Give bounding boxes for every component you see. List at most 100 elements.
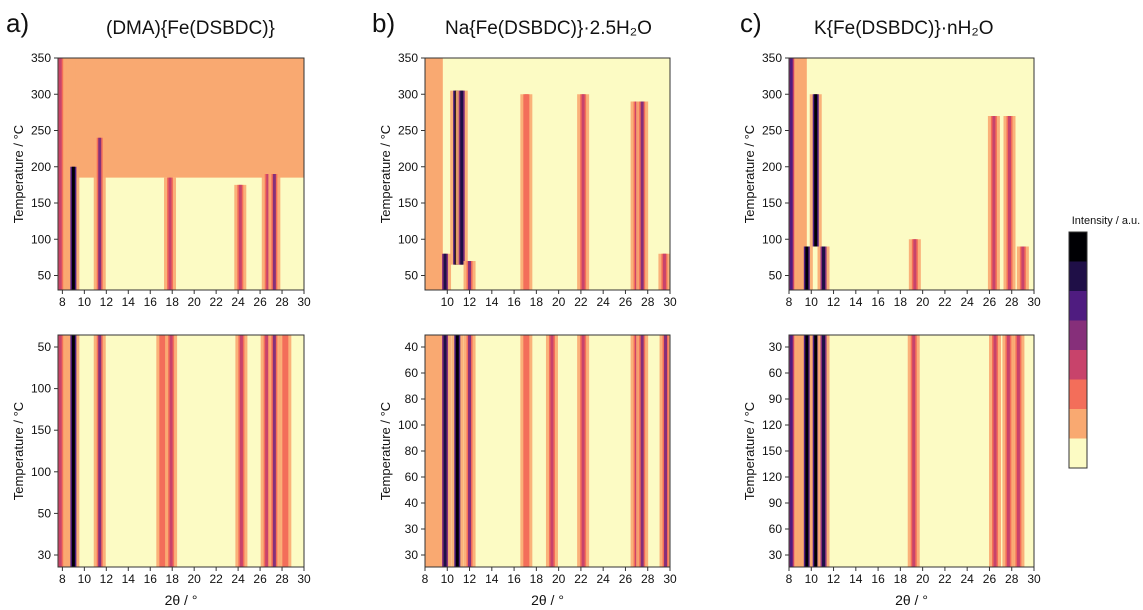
peak-line — [272, 335, 276, 567]
peak-line — [805, 246, 809, 290]
x-tick-label: 30 — [663, 295, 677, 309]
x-tick-label: 28 — [275, 572, 289, 586]
peak-line — [789, 335, 793, 567]
x-tick-label: 22 — [209, 572, 223, 586]
y-tick-label: 250 — [762, 124, 782, 138]
peak-line — [71, 335, 75, 567]
x-tick-label: 28 — [275, 295, 289, 309]
peak-line — [58, 335, 62, 567]
y-tick-label: 300 — [398, 87, 418, 101]
x-tick-label: 24 — [597, 572, 611, 586]
x-tick-label: 8 — [59, 572, 66, 586]
x-tick-label: 24 — [231, 572, 245, 586]
x-tick-label: 10 — [805, 295, 819, 309]
colorbar-segment — [1069, 438, 1087, 468]
colorbar-segment — [1069, 379, 1087, 409]
x-tick-label: 16 — [507, 295, 521, 309]
peak-line — [789, 58, 793, 290]
y-tick-label: 50 — [38, 269, 52, 283]
peak-line — [239, 335, 243, 567]
x-tick-label: 14 — [485, 572, 499, 586]
x-tick-label: 20 — [187, 572, 201, 586]
y-tick-label: 30 — [38, 548, 52, 562]
y-tick-label: 350 — [31, 51, 51, 65]
x-tick-label: 12 — [100, 572, 114, 586]
heatmap-b-bottom: 8 10 12 14 16 18 20 22 24 26 28 30 30 30 40 60 80 100 80 60… — [378, 334, 677, 608]
colorbar-segment — [1069, 232, 1087, 262]
x-tick-label: 8 — [786, 572, 793, 586]
x-tick-label: 30 — [297, 572, 311, 586]
y-tick-label: 100 — [762, 232, 782, 246]
heatmap-a-top: 8 10 12 14 16 18 20 22 24 26 28 30 50 100 150 200 250 300… — [11, 51, 311, 309]
panel-a-title: (DMA){Fe(DSBDC)} — [106, 18, 275, 39]
heatmap-a-bottom: 8 10 12 14 16 18 20 22 24 26 28 30 30 50 100 150 100 50 Te… — [11, 334, 311, 608]
x-tick-label: 28 — [641, 295, 655, 309]
y-tick-label: 150 — [31, 423, 51, 437]
colorbar-frame — [1068, 231, 1088, 469]
x-tick-label: 30 — [1027, 572, 1041, 586]
x-tick-label: 22 — [938, 572, 952, 586]
y-tick-label: 200 — [398, 160, 418, 174]
colorbar: Intensity / a.u. — [1068, 215, 1140, 469]
x-axis-label: 2θ / ° — [531, 592, 564, 608]
x-tick-label: 26 — [619, 572, 633, 586]
x-tick-label: 18 — [166, 295, 180, 309]
y-tick-label: 150 — [762, 196, 782, 210]
colorbar-segment — [1069, 261, 1087, 291]
peak-line — [805, 335, 809, 567]
peak-line — [640, 335, 644, 567]
colorbar-segment — [1069, 320, 1087, 350]
y-tick-label: 200 — [31, 160, 51, 174]
x-tick-label: 20 — [916, 572, 930, 586]
y-tick-label: 250 — [398, 124, 418, 138]
x-tick-label: 20 — [187, 295, 201, 309]
x-tick-label: 8 — [59, 295, 66, 309]
peak-line — [993, 335, 997, 567]
x-tick-label: 22 — [209, 295, 223, 309]
y-tick-label: 30 — [769, 548, 783, 562]
y-tick-label: 50 — [38, 340, 52, 354]
peak-line — [71, 166, 75, 290]
x-tick-label: 30 — [663, 572, 677, 586]
colorbar-segment — [1069, 291, 1087, 321]
x-tick-label: 16 — [871, 572, 885, 586]
panel-c-title: K{Fe(DSBDC)}·nH₂O — [814, 18, 994, 39]
y-axis-label: Temperature / °C — [378, 402, 393, 500]
peak-line — [443, 335, 447, 567]
heatmap-cells — [58, 58, 304, 290]
y-tick-label: 150 — [31, 196, 51, 210]
y-tick-label: 90 — [769, 496, 783, 510]
peak-line — [822, 335, 826, 567]
x-tick-label: 18 — [894, 295, 908, 309]
x-tick-label: 24 — [231, 295, 245, 309]
x-tick-label: 10 — [441, 572, 455, 586]
x-tick-label: 26 — [983, 295, 997, 309]
peak-line — [1016, 335, 1020, 567]
x-tick-label: 12 — [463, 295, 477, 309]
y-tick-label: 100 — [31, 465, 51, 479]
heatmap-cells — [425, 335, 670, 567]
peak-line — [912, 335, 916, 567]
panel-c-letter: c) — [740, 8, 762, 38]
x-tick-label: 26 — [253, 295, 267, 309]
peak-line — [822, 246, 826, 290]
y-tick-label: 30 — [769, 340, 783, 354]
heatmap-cells — [789, 335, 1034, 567]
x-tick-label: 8 — [786, 295, 793, 309]
peak-line — [913, 239, 917, 290]
x-tick-label: 28 — [1005, 572, 1019, 586]
y-tick-label: 80 — [405, 444, 419, 458]
x-tick-label: 12 — [463, 572, 477, 586]
x-tick-label: 24 — [961, 295, 975, 309]
y-axis-label: Temperature / °C — [742, 402, 757, 500]
peak-line — [1006, 335, 1010, 567]
x-tick-label: 16 — [144, 572, 158, 586]
x-axis-label: 2θ / ° — [165, 592, 198, 608]
x-tick-label: 14 — [122, 572, 136, 586]
peak-line — [1021, 246, 1025, 290]
peak-line — [662, 253, 666, 290]
x-tick-label: 14 — [485, 295, 499, 309]
y-tick-label: 300 — [762, 87, 782, 101]
x-tick-label: 8 — [422, 572, 429, 586]
x-tick-label: 22 — [938, 295, 952, 309]
